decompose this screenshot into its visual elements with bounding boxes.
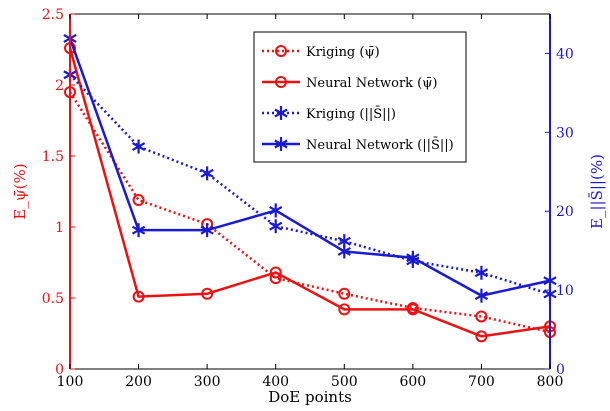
legend-label-kriging: Kriging (ψ̄) (306, 45, 380, 60)
legend-box (253, 31, 467, 163)
data-point-kriging (132, 194, 145, 207)
data-point-neural-network (201, 287, 214, 300)
right-y-tick-label: 30 (556, 125, 574, 141)
asterisk-stroke (274, 108, 288, 118)
x-axis-label: DoE points (268, 388, 352, 406)
asterisk-stroke (474, 268, 489, 278)
series-line-neural-network (68, 47, 551, 338)
data-point-neural-network-s (131, 223, 146, 238)
left-y-tick-label: 0.5 (42, 291, 64, 307)
asterisk-stroke (200, 168, 214, 178)
data-point-neural-network (338, 303, 351, 316)
left-y-tick-label: 2 (55, 78, 64, 94)
data-point-kriging-s (269, 219, 283, 234)
asterisk-stroke (131, 142, 146, 151)
data-point-kriging-s (131, 139, 146, 154)
right-y-axis-label: E_||S̄||(%) (588, 154, 606, 229)
x-tick-label: 300 (194, 374, 221, 390)
asterisk-stroke (337, 247, 351, 256)
x-tick-label: 600 (399, 374, 426, 390)
legend-label-neural-network: Neural Network (ψ̄) (306, 76, 438, 91)
data-point-neural-network-s (200, 223, 214, 238)
left-y-tick-label: 1.5 (42, 149, 64, 165)
x-tick-label: 400 (262, 374, 289, 390)
data-point-kriging-s (200, 166, 214, 181)
legend: Kriging (ψ̄) Neural Network (ψ̄) Kriging (… (253, 31, 467, 163)
asterisk-stroke (200, 225, 214, 235)
asterisk-stroke (131, 225, 146, 235)
asterisk-stroke (269, 205, 283, 215)
asterisk-stroke (337, 236, 351, 246)
x-tick-label: 100 (57, 374, 84, 390)
data-point-neural-network (475, 330, 488, 343)
x-tick-label: 200 (125, 374, 152, 390)
left-y-tick-label: 1 (55, 220, 64, 236)
legend-marker-kriging (275, 45, 287, 57)
left-y-axis-label: E_ψ̄(%) (11, 163, 29, 219)
legend-marker-neural-network-s (274, 137, 288, 151)
right-y-tick-label: 20 (556, 204, 574, 220)
x-tick-label: 500 (331, 374, 358, 390)
data-point-neural-network (132, 290, 145, 303)
data-point-kriging (338, 287, 351, 300)
legend-marker-neural-network (275, 76, 287, 88)
x-tick-label: 800 (537, 374, 564, 390)
series-line-kriging (68, 91, 551, 334)
asterisk-stroke (269, 221, 283, 231)
data-point-neural-network-s (474, 288, 489, 303)
asterisk-stroke (406, 253, 420, 263)
data-point-neural-network (406, 303, 419, 316)
data-point-neural-network (269, 266, 282, 279)
data-point-kriging-s (474, 265, 489, 280)
right-y-tick-label: 40 (556, 46, 574, 62)
right-y-tick-label: 0 (556, 362, 565, 378)
data-point-neural-network-s (406, 250, 420, 265)
axes-layer: 100 200 300 400 500 600 700 80000.511.522.50102… (11, 7, 606, 406)
series-line-neural-network-s (68, 38, 551, 297)
legend-label-kriging-s: Kriging (||S̄||) (306, 106, 396, 122)
legend-marker-kriging-s (274, 106, 288, 120)
legend-label-neural-network-s: Neural Network (||S̄||) (306, 137, 454, 153)
left-y-tick-label: 2.5 (42, 7, 64, 23)
asterisk-stroke (274, 139, 288, 149)
data-point-neural-network-s (337, 244, 351, 259)
asterisk-stroke (474, 291, 489, 301)
data-point-neural-network-s (269, 203, 283, 218)
right-y-tick-label: 10 (556, 283, 574, 299)
left-y-tick-label: 0 (55, 362, 64, 378)
series-line-kriging-s (69, 73, 551, 296)
x-tick-label: 700 (468, 374, 495, 390)
data-point-kriging (475, 310, 488, 323)
